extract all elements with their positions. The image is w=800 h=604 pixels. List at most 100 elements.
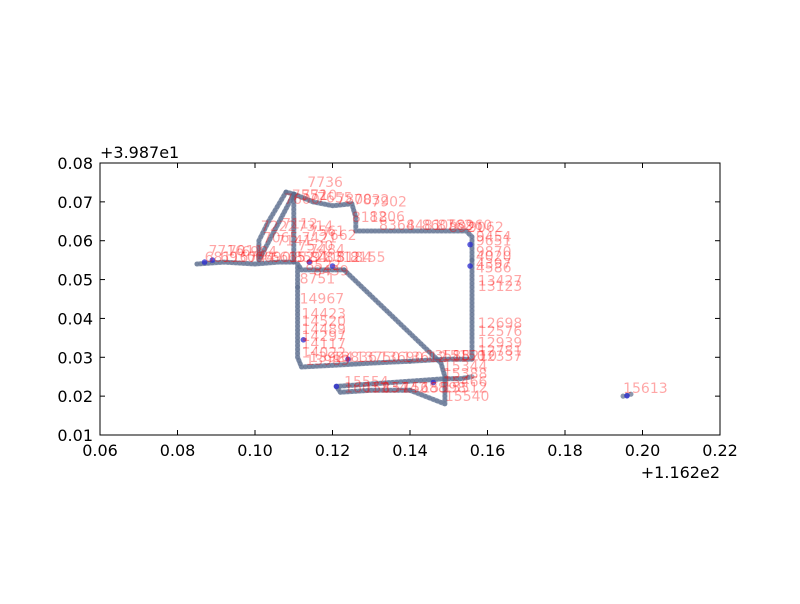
point-label: 16011 [344, 380, 389, 396]
data-point [274, 204, 280, 210]
data-point [353, 361, 359, 367]
data-point [260, 261, 266, 266]
data-point [411, 358, 417, 364]
data-point [407, 358, 413, 364]
data-point-highlight [430, 379, 437, 386]
data-point [396, 228, 401, 234]
data-point [318, 267, 324, 273]
data-point [295, 281, 300, 286]
data-point [372, 360, 378, 366]
data-point [442, 393, 448, 399]
data-point [326, 267, 331, 273]
data-point [291, 230, 297, 236]
point-label: 4020 [476, 249, 512, 265]
y-tick-label: 0.03 [57, 348, 93, 367]
data-point-highlight [333, 383, 340, 390]
data-point [370, 381, 375, 387]
data-point [410, 378, 416, 384]
data-point [368, 360, 374, 366]
data-point [365, 388, 370, 393]
data-point [283, 189, 289, 195]
point-label: 7520 [298, 238, 334, 254]
point-label: 7902 [371, 195, 407, 211]
point-label: 12698 [478, 316, 523, 332]
data-point [314, 363, 320, 369]
data-point [358, 382, 363, 388]
data-point [260, 250, 265, 256]
point-label: 15688 [402, 380, 447, 396]
point-labels: 7736755276007710765578007832790281188206… [205, 175, 668, 405]
y-tick-label: 0.05 [57, 271, 93, 290]
data-point-highlight [201, 259, 208, 265]
data-point [287, 190, 293, 196]
data-point [337, 362, 343, 368]
data-point [256, 250, 262, 255]
point-label: 7065 [263, 231, 299, 247]
point-label: 7141 [276, 233, 312, 249]
point-label: 4397 [476, 257, 512, 273]
data-point [434, 398, 440, 404]
point-label: 15210 [453, 348, 498, 364]
data-point [384, 387, 390, 393]
data-point [295, 308, 300, 314]
data-point [427, 228, 432, 234]
point-label: 15834 [364, 380, 409, 396]
point-label: 14520 [302, 314, 347, 330]
data-point [295, 316, 300, 321]
data-point [469, 316, 475, 321]
data-point [469, 308, 475, 314]
x-tick-label: 0.12 [315, 441, 351, 460]
point-label: 14967 [300, 292, 345, 308]
point-label: 12781 [478, 343, 523, 359]
data-point [357, 388, 362, 394]
data-point [295, 343, 300, 348]
point-label: 9062 [468, 220, 504, 236]
data-point [291, 226, 297, 232]
data-point [434, 376, 440, 382]
data-point [326, 363, 331, 368]
data-points [194, 189, 634, 407]
data-point [372, 387, 378, 393]
data-point [295, 292, 300, 298]
point-label: 13690 [379, 350, 424, 366]
point-label: 6930 [220, 250, 256, 266]
data-point [269, 233, 275, 239]
data-point [291, 259, 297, 265]
data-point-highlight [209, 257, 216, 263]
data-point [318, 201, 324, 206]
data-point [427, 395, 432, 401]
data-point [303, 364, 308, 370]
data-point [380, 387, 386, 393]
point-label: 15466 [443, 374, 488, 390]
data-point [438, 376, 444, 382]
data-point [469, 356, 475, 362]
data-point [442, 376, 448, 382]
data-point [399, 359, 405, 364]
data-point [342, 383, 347, 389]
data-point [353, 219, 359, 225]
point-label: 14423 [302, 306, 347, 322]
data-point [330, 203, 335, 209]
data-point [469, 300, 475, 306]
data-point [469, 327, 475, 333]
data-point [256, 238, 262, 244]
data-point [461, 356, 467, 362]
x-tick-label: 0.18 [547, 441, 583, 460]
data-point [306, 267, 312, 273]
data-point [422, 377, 428, 383]
data-point [291, 203, 297, 209]
y-axis-ticks: 0.01 0.02 0.03 0.04 0.05 0.06 0.07 0.08 [57, 154, 720, 445]
data-point [461, 375, 467, 381]
point-label: 7736 [307, 175, 343, 191]
point-label: 15344 [443, 359, 488, 375]
x-tick-label: 0.10 [237, 441, 273, 460]
data-point [268, 215, 274, 221]
data-point [431, 228, 436, 234]
point-label: 13924 [309, 350, 354, 366]
data-point [357, 361, 362, 367]
data-point [354, 382, 359, 388]
data-point [442, 389, 448, 395]
data-point [415, 390, 421, 396]
data-point [353, 388, 359, 394]
